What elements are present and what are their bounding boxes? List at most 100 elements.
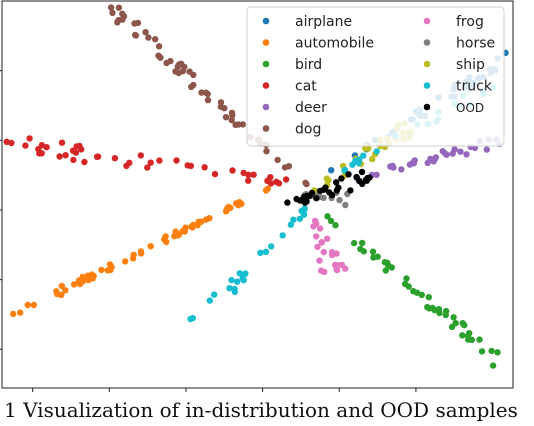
point-OOD [308, 189, 316, 197]
point-automobile [106, 261, 114, 268]
point-cat [62, 152, 69, 159]
point-automobile [163, 238, 170, 246]
point-truck [226, 285, 233, 292]
point-cat [250, 171, 257, 178]
point-automobile [17, 309, 24, 316]
point-deer [424, 159, 431, 167]
legend-label-cat: cat [295, 79, 317, 95]
point-dog [120, 13, 128, 20]
point-truck [234, 278, 241, 285]
legend-label-ood: OOD [456, 101, 484, 115]
legend-marker-truck [423, 82, 431, 89]
point-cat [264, 177, 271, 185]
point-cat [173, 157, 180, 164]
point-bird [418, 291, 425, 298]
point-dog [188, 83, 195, 91]
point-bird [459, 332, 466, 339]
point-frog [333, 250, 340, 257]
point-automobile [137, 250, 145, 257]
point-frog [334, 262, 341, 269]
point-cat [26, 135, 33, 142]
point-OOD [358, 168, 366, 176]
series-cat [3, 135, 290, 187]
point-deer [483, 146, 490, 153]
point-automobile [235, 202, 242, 209]
legend-label-deer: deer [295, 100, 327, 116]
point-truck [262, 248, 270, 255]
point-frog [320, 248, 327, 256]
legend-marker-automobile [262, 39, 270, 46]
point-dog [109, 9, 116, 17]
point-dog [221, 105, 228, 112]
legend-label-horse: horse [456, 36, 495, 52]
point-automobile [162, 233, 169, 240]
point-dog [145, 34, 152, 41]
point-cat [156, 157, 163, 164]
point-bird [494, 349, 501, 356]
point-truck [279, 232, 286, 239]
point-cat [111, 155, 119, 162]
point-bird [401, 280, 409, 288]
point-cat [187, 162, 195, 170]
point-bird [488, 347, 495, 355]
point-truck [373, 148, 380, 155]
point-truck [360, 152, 367, 159]
point-frog [324, 235, 331, 242]
point-truck [290, 216, 297, 223]
point-deer [443, 151, 450, 158]
point-dog [239, 121, 246, 128]
point-OOD [338, 175, 345, 182]
legend-marker-frog [423, 17, 431, 25]
point-dog [228, 109, 236, 117]
point-cat [93, 153, 101, 160]
point-horse [342, 201, 349, 209]
point-cat [70, 156, 77, 164]
series-OOD [284, 168, 373, 206]
point-OOD [284, 199, 291, 206]
point-bird [381, 259, 389, 266]
point-OOD [335, 184, 342, 191]
point-dog [174, 63, 181, 70]
point-bird [357, 245, 364, 253]
point-automobile [58, 282, 65, 290]
legend-marker-deer [262, 103, 270, 111]
point-cat [22, 142, 29, 149]
point-OOD [313, 195, 320, 202]
point-dog [107, 4, 115, 11]
point-dog [179, 68, 186, 75]
point-cat [229, 167, 236, 174]
legend-marker-horse [423, 39, 431, 46]
point-automobile [98, 266, 105, 274]
point-deer [432, 154, 440, 161]
point-frog [311, 217, 319, 225]
point-automobile [70, 281, 78, 288]
point-frog [333, 266, 341, 274]
point-dog [281, 164, 289, 171]
legend-label-dog: dog [295, 122, 321, 138]
legend-label-airplane: airplane [295, 14, 352, 30]
point-dog [115, 16, 122, 24]
point-frog [316, 225, 324, 232]
point-cat [201, 164, 208, 171]
point-dog [302, 179, 309, 186]
point-truck [187, 315, 194, 323]
point-bird [466, 330, 473, 337]
point-automobile [130, 251, 137, 258]
point-bird [435, 306, 443, 313]
legend-marker-dog [262, 125, 270, 132]
point-OOD [353, 173, 360, 181]
point-deer [463, 151, 470, 158]
point-OOD [333, 179, 340, 186]
legend-label-ship: ship [456, 57, 485, 73]
point-OOD [347, 187, 354, 194]
point-dog [263, 148, 270, 155]
point-OOD [322, 184, 329, 191]
point-cat [137, 152, 144, 159]
point-dog [131, 20, 138, 27]
legend-box [246, 6, 505, 147]
legend-marker-ship [423, 60, 431, 68]
point-bird [369, 248, 377, 255]
point-cat [76, 142, 83, 150]
point-OOD [293, 195, 300, 203]
point-bird [374, 253, 381, 260]
